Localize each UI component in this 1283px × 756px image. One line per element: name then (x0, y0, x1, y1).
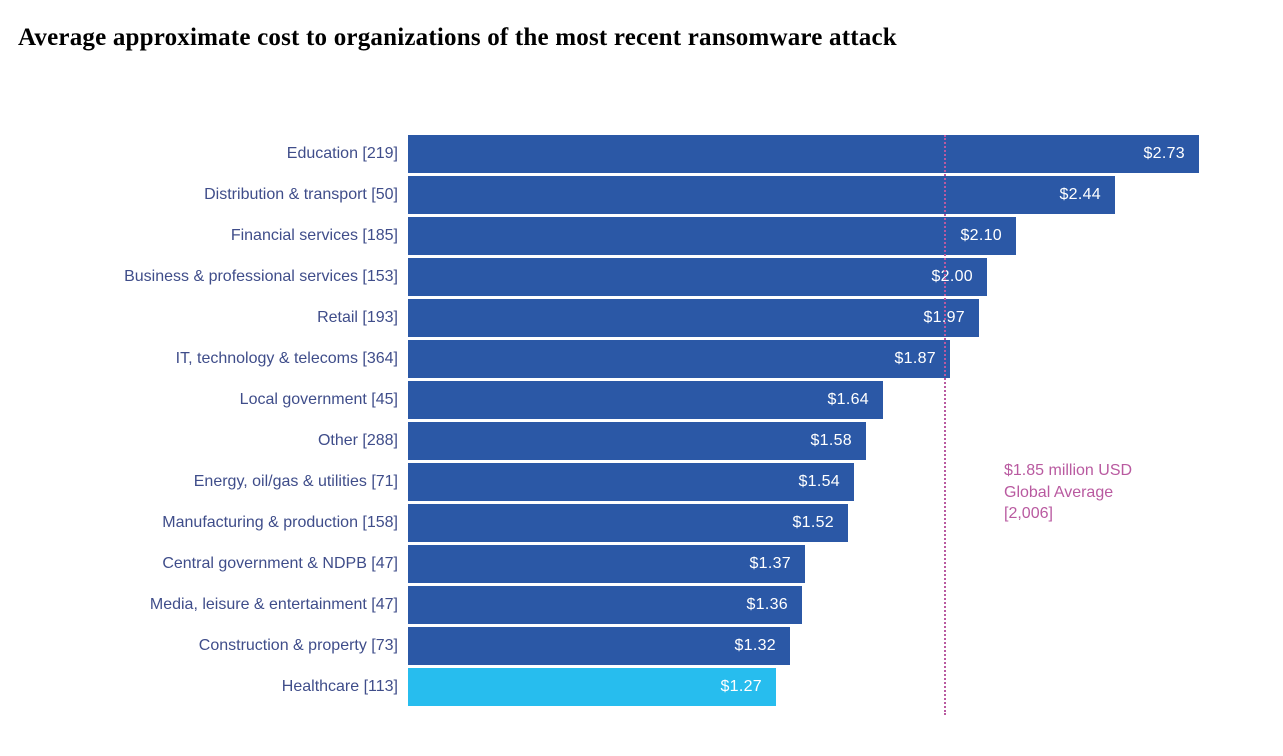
bar: $1.36 (408, 586, 802, 624)
bar-row: Local government [45] $1.64 (0, 381, 1283, 419)
category-label: Central government & NDPB [47] (0, 545, 408, 583)
bar-row: Business & professional services [153] $2… (0, 258, 1283, 296)
bar-row: Other [288] $1.58 (0, 422, 1283, 460)
category-label: Healthcare [113] (0, 668, 408, 706)
category-label: Distribution & transport [50] (0, 176, 408, 214)
bar: $1.97 (408, 299, 979, 337)
category-label: Other [288] (0, 422, 408, 460)
bar-row: Financial services [185] $2.10 (0, 217, 1283, 255)
category-label: Business & professional services [153] (0, 258, 408, 296)
chart-title: Average approximate cost to organization… (18, 24, 1265, 52)
bar-row: Education [219] $2.73 (0, 135, 1283, 173)
bar: $2.44 (408, 176, 1115, 214)
bar-value-label: $1.54 (798, 473, 840, 491)
bar-value-label: $1.32 (734, 637, 776, 655)
bar: $1.52 (408, 504, 848, 542)
bar-value-label: $2.73 (1143, 145, 1185, 163)
bar-value-label: $1.52 (792, 514, 834, 532)
global-average-sample: [2,006] (1004, 503, 1132, 525)
bar-value-label: $1.37 (749, 555, 791, 573)
global-average-label: $1.85 million USD Global Average [2,006] (1004, 460, 1132, 525)
bar-value-label: $1.58 (810, 432, 852, 450)
category-label: IT, technology & telecoms [364] (0, 340, 408, 378)
chart-plot-area: Education [219] $2.73 Distribution & trans… (0, 135, 1283, 725)
bar-value-label: $2.44 (1059, 186, 1101, 204)
category-label: Energy, oil/gas & utilities [71] (0, 463, 408, 501)
bar-group: Education [219] $2.73 Distribution & trans… (0, 135, 1283, 706)
global-average-line (944, 135, 946, 715)
category-label: Local government [45] (0, 381, 408, 419)
category-label: Manufacturing & production [158] (0, 504, 408, 542)
bar-value-label: $1.87 (894, 350, 936, 368)
bar-row: Media, leisure & entertainment [47] $1.36 (0, 586, 1283, 624)
bar: $1.32 (408, 627, 790, 665)
bar: $1.64 (408, 381, 883, 419)
bar-row: Distribution & transport [50] $2.44 (0, 176, 1283, 214)
bar-row: IT, technology & telecoms [364] $1.87 (0, 340, 1283, 378)
category-label: Construction & property [73] (0, 627, 408, 665)
category-label: Retail [193] (0, 299, 408, 337)
bar-row: Central government & NDPB [47] $1.37 (0, 545, 1283, 583)
bar: $2.00 (408, 258, 987, 296)
bar: $1.87 (408, 340, 950, 378)
category-label: Education [219] (0, 135, 408, 173)
bar: $1.27 (408, 668, 776, 706)
bar-value-label: $1.27 (720, 678, 762, 696)
bar-row: Retail [193]$1.97 (0, 299, 1283, 337)
bar-value-label: $2.00 (931, 268, 973, 286)
bar-value-label: $1.64 (827, 391, 869, 409)
bar: $2.10 (408, 217, 1016, 255)
global-average-text: Global Average (1004, 482, 1132, 504)
category-label: Media, leisure & entertainment [47] (0, 586, 408, 624)
bar-row: Construction & property [73] $1.32 (0, 627, 1283, 665)
bar: $2.73 (408, 135, 1199, 173)
bar-row: Healthcare [113] $1.27 (0, 668, 1283, 706)
bar-value-label: $2.10 (960, 227, 1002, 245)
bar: $1.37 (408, 545, 805, 583)
bar: $1.54 (408, 463, 854, 501)
bar-value-label: $1.36 (746, 596, 788, 614)
category-label: Financial services [185] (0, 217, 408, 255)
chart-container: Average approximate cost to organization… (0, 0, 1283, 756)
bar: $1.58 (408, 422, 866, 460)
global-average-value: $1.85 million USD (1004, 460, 1132, 482)
